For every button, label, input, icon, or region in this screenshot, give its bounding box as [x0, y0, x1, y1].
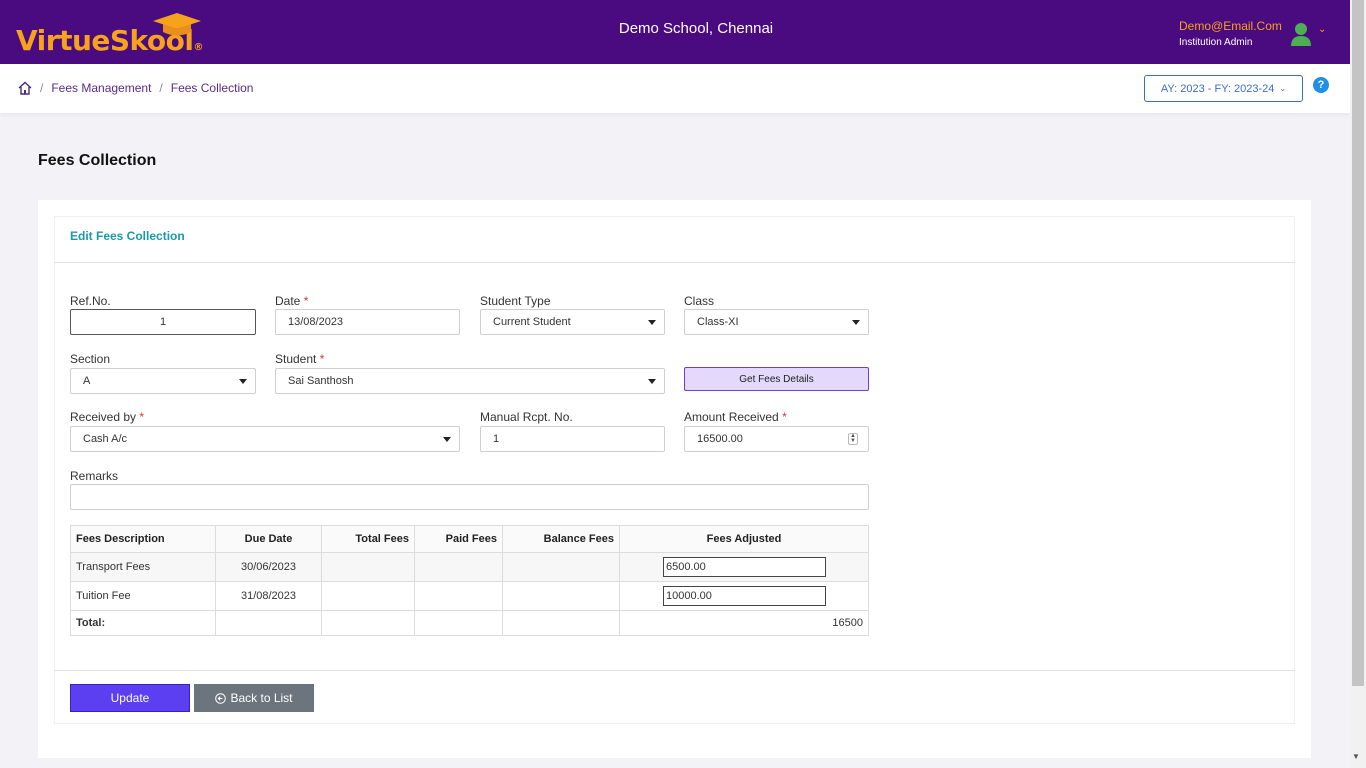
caret-down-icon	[852, 320, 860, 325]
academic-year-label: AY: 2023 - FY: 2023-24	[1160, 82, 1275, 95]
caret-down-icon	[648, 320, 656, 325]
manual-rcpt-label: Manual Rcpt. No.	[480, 410, 573, 424]
col-fees-adjusted: Fees Adjusted	[619, 525, 869, 553]
received-by-select[interactable]: Cash A/c	[70, 426, 460, 452]
table-total-row: Total: 16500	[70, 610, 869, 636]
due-date: 30/06/2023	[215, 552, 322, 582]
amount-received-label: Amount Received *	[684, 410, 787, 424]
fees-adjusted-cell: 6500.00	[619, 552, 869, 582]
student-label: Student *	[275, 352, 325, 366]
breadcrumb-fees-management[interactable]: Fees Management	[51, 81, 152, 95]
fees-table: Fees Description Due Date Total Fees Pai…	[70, 525, 869, 636]
col-fees-description: Fees Description	[70, 525, 216, 553]
class-select[interactable]: Class-XI	[684, 309, 869, 335]
col-balance-fees: Balance Fees	[502, 525, 620, 553]
total-label: Total:	[70, 610, 216, 636]
section-label: Section	[70, 352, 111, 366]
user-avatar-icon[interactable]	[1290, 22, 1312, 46]
empty-cell	[215, 610, 322, 636]
home-icon[interactable]	[18, 81, 32, 95]
user-role: Institution Admin	[1179, 37, 1253, 48]
remarks-field[interactable]	[70, 484, 869, 510]
fees-adjusted-input[interactable]: 10000.00	[663, 586, 826, 606]
empty-cell	[414, 610, 503, 636]
col-total-fees: Total Fees	[321, 525, 415, 553]
card-title: Edit Fees Collection	[70, 229, 185, 243]
empty-cell	[321, 610, 415, 636]
class-label: Class	[684, 294, 715, 308]
help-icon[interactable]: ?	[1313, 77, 1329, 93]
remarks-label: Remarks	[70, 469, 119, 483]
caret-down-icon	[648, 379, 656, 384]
col-paid-fees: Paid Fees	[414, 525, 503, 553]
page-title: Fees Collection	[38, 152, 157, 169]
school-name: Demo School, Chennai	[618, 20, 774, 37]
fee-description: Transport Fees	[70, 552, 216, 582]
fee-description: Tuition Fee	[70, 581, 216, 611]
date-field[interactable]: 13/08/2023	[275, 309, 460, 335]
empty-cell	[502, 610, 620, 636]
top-header: VirtueSkool® Demo School, Chennai Demo@E…	[0, 0, 1350, 64]
total-value: 16500	[619, 610, 869, 636]
chevron-down-icon: ⌄	[1279, 84, 1287, 93]
academic-year-dropdown[interactable]: AY: 2023 - FY: 2023-24 ⌄	[1144, 75, 1303, 102]
breadcrumb-fees-collection[interactable]: Fees Collection	[170, 81, 254, 95]
number-spinner-icon[interactable]: ▲ ▼	[848, 433, 858, 445]
ref-no-field[interactable]: 1	[70, 309, 256, 335]
divider	[54, 670, 1295, 671]
form-panel	[54, 216, 1295, 724]
table-row: Transport Fees 30/06/2023 6500.00	[70, 552, 869, 582]
graduation-cap-icon	[153, 13, 201, 36]
student-type-label: Student Type	[480, 294, 551, 308]
breadcrumb-separator: /	[159, 81, 163, 95]
back-to-list-label: Back to List	[230, 691, 293, 705]
scrollbar-thumb[interactable]	[1352, 0, 1364, 686]
chevron-down-icon[interactable]: ⌄	[1318, 24, 1327, 35]
back-arrow-circle-icon	[215, 692, 227, 704]
breadcrumb-separator: /	[40, 81, 44, 95]
fees-adjusted-cell: 10000.00	[619, 581, 869, 611]
user-email: Demo@Email.Com	[1179, 19, 1282, 33]
balance-fees	[502, 552, 620, 582]
user-info[interactable]: Demo@Email.Com Institution Admin	[1179, 19, 1282, 48]
scroll-down-arrow-icon[interactable]: ▼	[1352, 752, 1360, 761]
received-by-label: Received by *	[70, 410, 145, 424]
student-type-select[interactable]: Current Student	[480, 309, 665, 335]
date-label: Date *	[275, 294, 309, 308]
back-to-list-button[interactable]: Back to List	[194, 684, 314, 712]
fees-adjusted-input[interactable]: 6500.00	[663, 557, 826, 577]
paid-fees	[414, 581, 503, 611]
manual-rcpt-field[interactable]: 1	[480, 426, 665, 452]
caret-down-icon	[239, 379, 247, 384]
breadcrumb: / Fees Management / Fees Collection	[18, 81, 253, 95]
paid-fees	[414, 552, 503, 582]
student-select[interactable]: Sai Santhosh	[275, 368, 665, 394]
balance-fees	[502, 581, 620, 611]
total-fees	[321, 552, 415, 582]
section-select[interactable]: A	[70, 368, 256, 394]
get-fees-details-button[interactable]: Get Fees Details	[684, 367, 869, 391]
total-fees	[321, 581, 415, 611]
table-header-row: Fees Description Due Date Total Fees Pai…	[70, 525, 869, 553]
divider	[54, 262, 1295, 263]
ref-no-label: Ref.No.	[70, 294, 111, 308]
amount-received-field[interactable]: 16500.00 ▲ ▼	[684, 426, 869, 452]
update-button[interactable]: Update	[70, 684, 190, 712]
col-due-date: Due Date	[215, 525, 322, 553]
breadcrumb-bar: / Fees Management / Fees Collection AY: …	[0, 64, 1350, 113]
table-row: Tuition Fee 31/08/2023 10000.00	[70, 581, 869, 611]
caret-down-icon	[443, 437, 451, 442]
due-date: 31/08/2023	[215, 581, 322, 611]
logo-registered-mark: ®	[193, 42, 204, 53]
